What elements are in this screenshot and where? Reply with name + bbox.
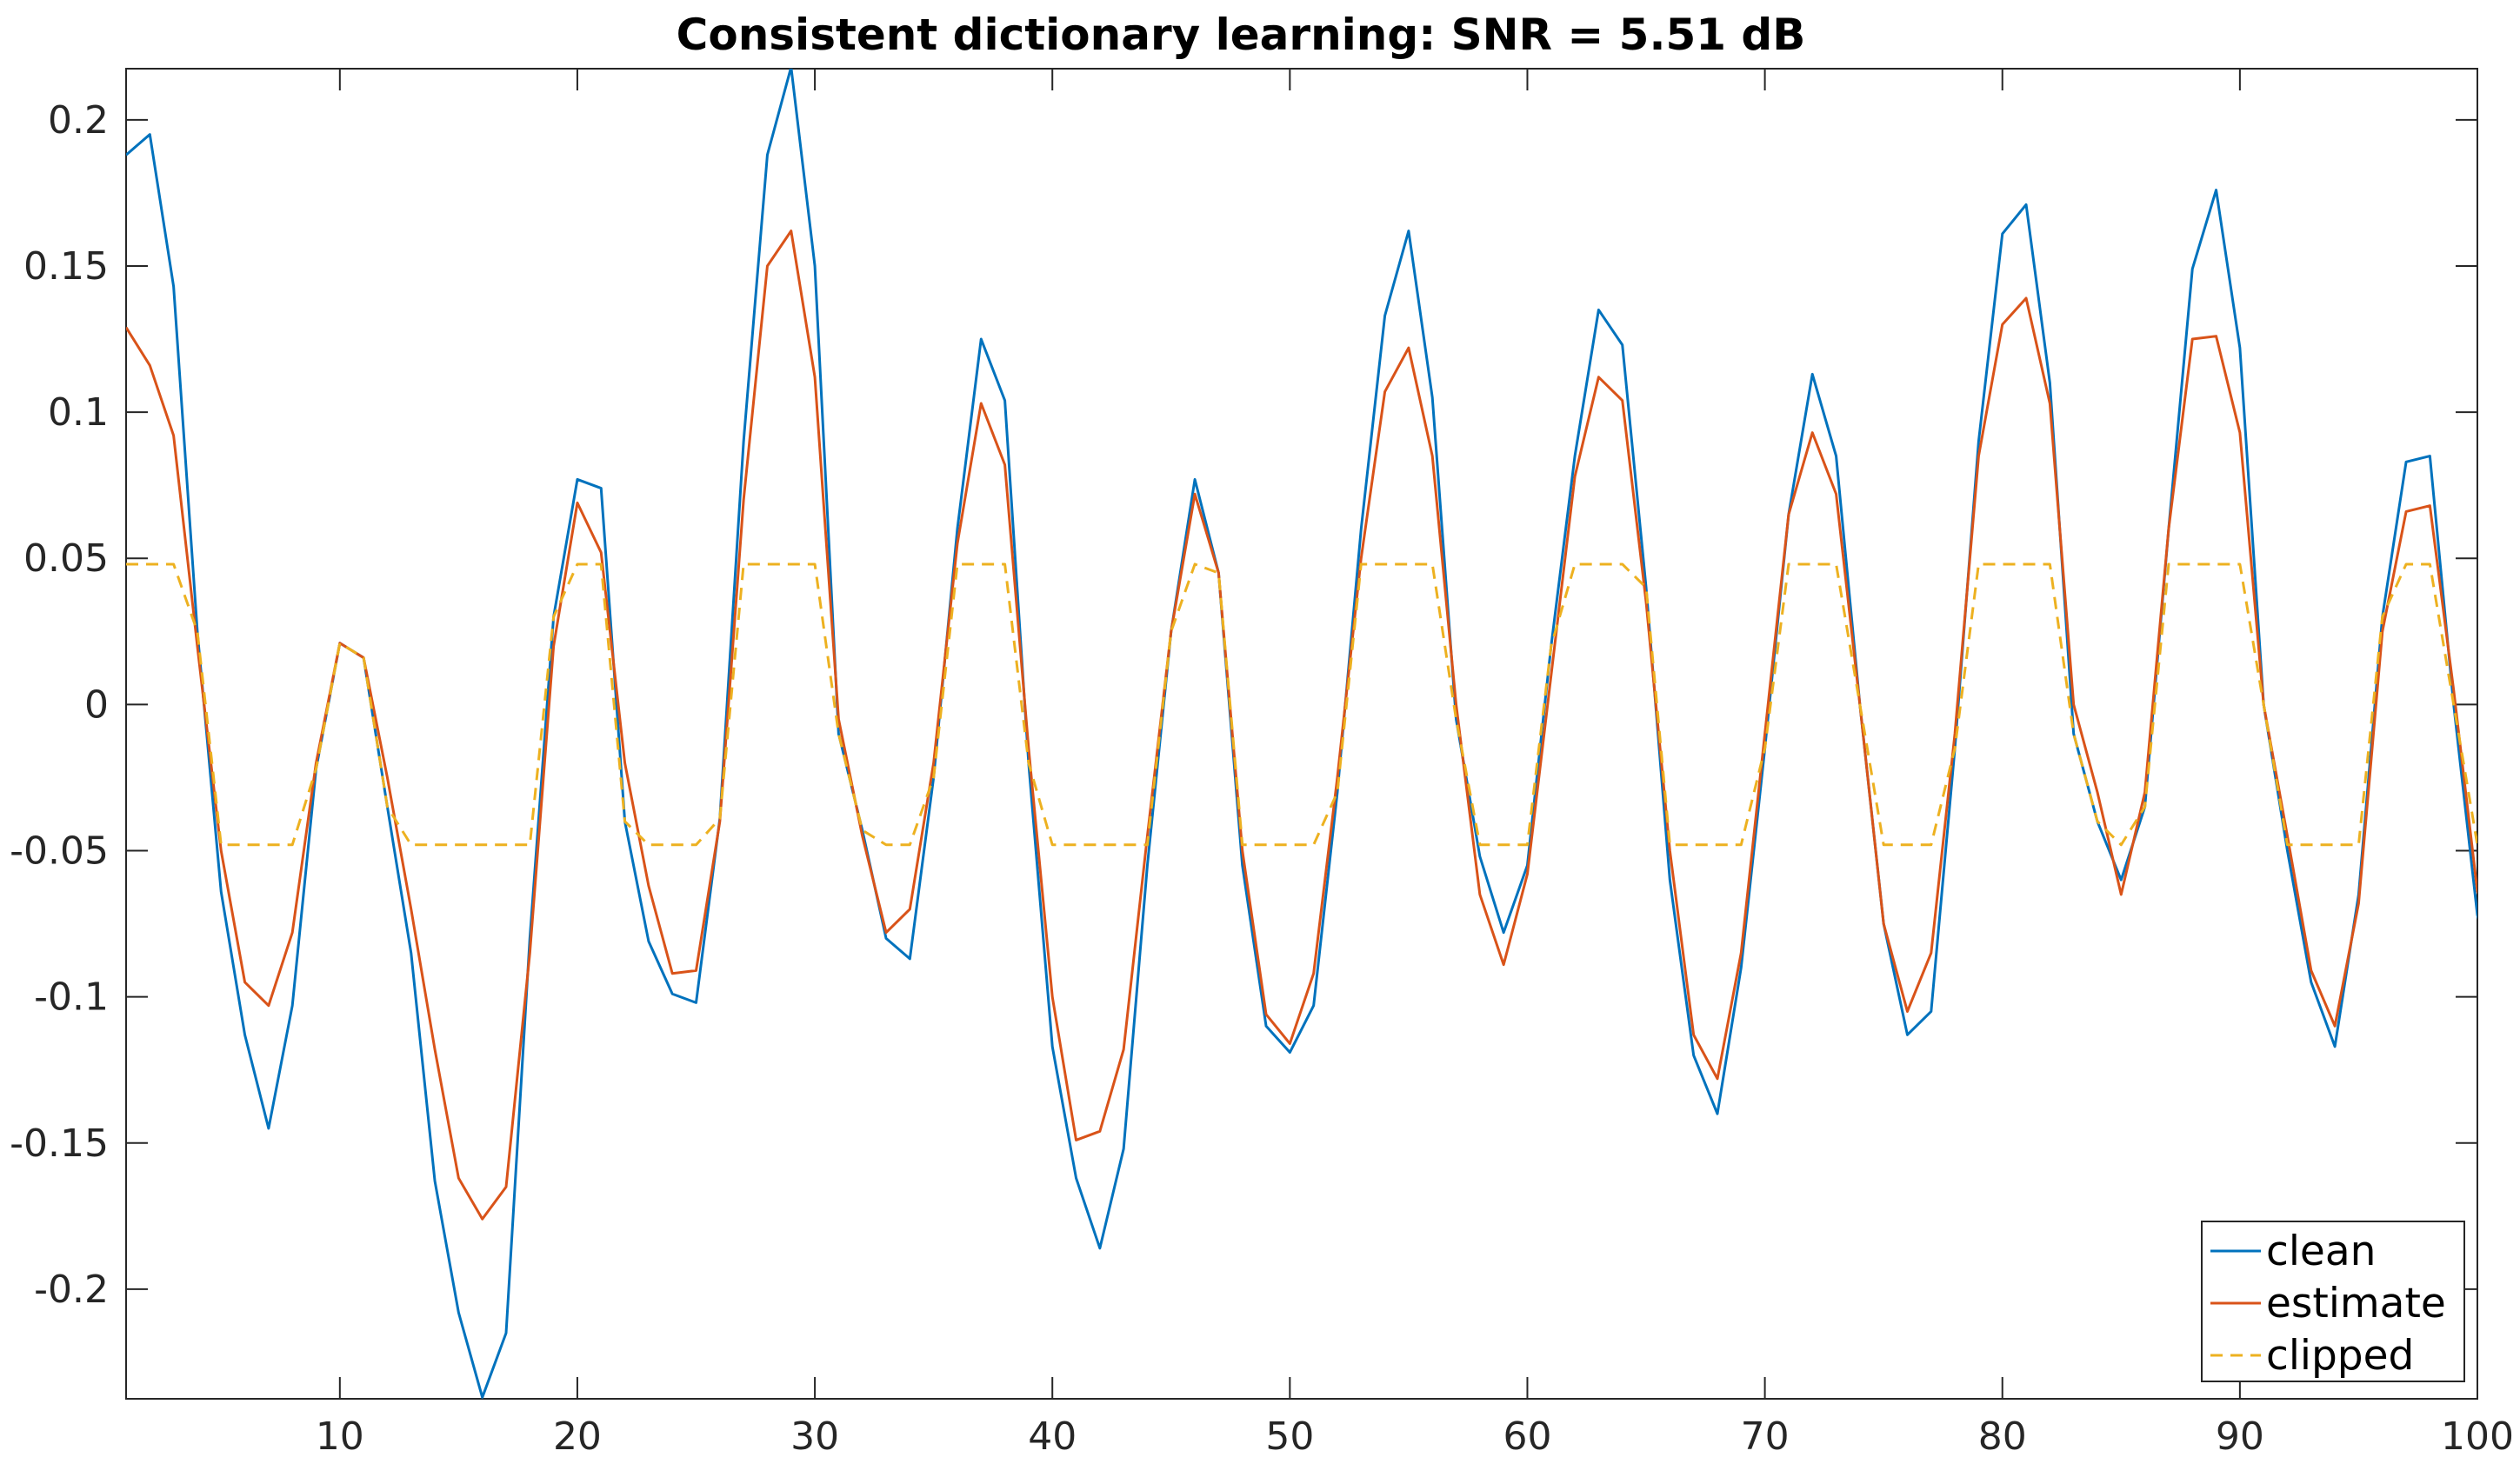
series-clean-line	[126, 69, 2477, 1399]
y-tick-label: 0.05	[23, 536, 109, 581]
axis-ticks: 10 20 30 40 50 60 70 80 90 100 0.2 0.15 0.1 0.05 0 -0.0…	[10, 69, 2514, 1459]
series-layer	[126, 69, 2477, 1399]
plot-area	[125, 68, 2478, 1400]
y-tick-label: -0.2	[34, 1268, 109, 1312]
x-tick-label: 10	[316, 1414, 364, 1459]
x-tick-label: 60	[1503, 1414, 1551, 1459]
x-tick-label: 100	[2441, 1414, 2514, 1459]
y-tick-label: 0.15	[23, 244, 109, 289]
y-tick-label: 0.1	[48, 390, 109, 435]
chart-title: Consistent dictionary learning: SNR = 5.…	[677, 10, 1806, 60]
y-tick-label: 0	[84, 682, 109, 727]
legend-label-estimate: estimate	[2266, 1280, 2446, 1328]
y-tick-label: -0.15	[10, 1121, 109, 1166]
x-tick-label: 40	[1028, 1414, 1077, 1459]
legend-box	[2201, 1221, 2465, 1382]
series-estimate-line	[126, 230, 2477, 1221]
y-tick-label: 0.2	[48, 98, 109, 143]
legend-label-clean: clean	[2266, 1228, 2376, 1275]
x-tick-label: 50	[1265, 1414, 1314, 1459]
y-tick-label: -0.05	[10, 829, 109, 874]
x-tick-label: 30	[790, 1414, 839, 1459]
x-tick-label: 70	[1741, 1414, 1790, 1459]
series-clipped-line	[126, 562, 2477, 847]
legend-label-clipped: clipped	[2266, 1332, 2414, 1380]
x-tick-label: 20	[553, 1414, 602, 1459]
x-tick-label: 90	[2216, 1414, 2264, 1459]
x-tick-label: 80	[1978, 1414, 2027, 1459]
y-tick-label: -0.1	[34, 975, 109, 1020]
